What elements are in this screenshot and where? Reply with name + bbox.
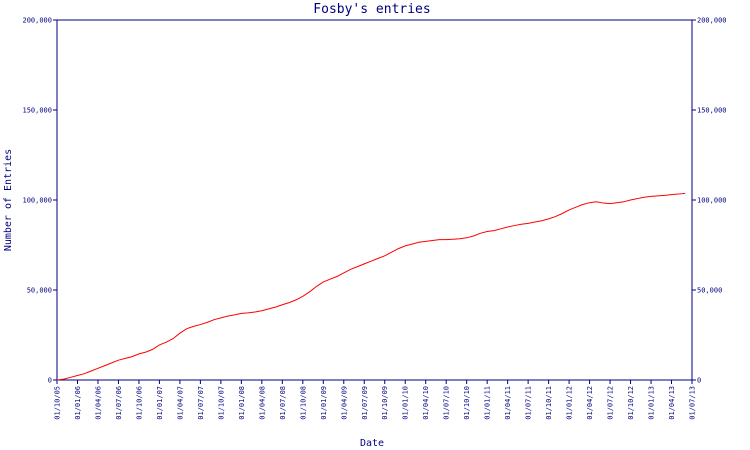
plot-frame [56, 19, 693, 381]
x-tick-label: 01/10/10 [463, 386, 471, 420]
x-tick-label: 01/01/08 [238, 386, 246, 420]
x-tick-label: 01/01/13 [648, 386, 656, 420]
x-tick-label: 01/04/08 [258, 386, 266, 420]
y-tick-label-right: 100,000 [697, 197, 727, 205]
y-tick-label-left: 100,000 [22, 197, 52, 205]
x-axis: 01/10/05 01/01/06 01/04/06 01/07/06 01/10/06… [54, 380, 697, 420]
x-tick-label: 01/07/08 [279, 386, 287, 420]
y-tick-label-left: 0 [48, 377, 52, 385]
x-tick-label: 01/10/05 [54, 386, 62, 420]
x-tick-label: 01/10/08 [299, 386, 307, 420]
y-tick-label-right: 150,000 [697, 107, 727, 115]
y-tick-label-left: 150,000 [22, 107, 52, 115]
y-tick-label-right: 0 [697, 377, 701, 385]
x-tick-label: 01/07/11 [525, 386, 533, 420]
x-tick-label: 01/07/10 [443, 386, 451, 420]
x-tick-label: 01/10/09 [381, 386, 389, 420]
x-tick-label: 01/04/13 [668, 386, 676, 420]
x-tick-label: 01/01/06 [74, 386, 82, 420]
x-tick-label: 01/07/09 [361, 386, 369, 420]
y-tick-label-right: 200,000 [697, 17, 727, 25]
x-tick-label: 01/04/06 [94, 386, 102, 420]
x-tick-label: 01/04/10 [422, 386, 430, 420]
x-tick-label: 01/01/11 [484, 386, 492, 420]
chart-title: Fosby's entries [313, 2, 430, 17]
x-tick-label: 01/07/06 [115, 386, 123, 420]
x-tick-label: 01/07/07 [197, 386, 205, 420]
x-tick-label: 01/04/12 [586, 386, 594, 420]
x-tick-label: 01/01/12 [566, 386, 574, 420]
y-axis-right: 0 50,000 100,000 150,000 200,000 [692, 17, 727, 385]
x-tick-label: 01/07/13 [689, 386, 697, 420]
y-tick-label-left: 200,000 [22, 17, 52, 25]
x-tick-label: 01/04/09 [340, 386, 348, 420]
y-axis-left: 0 50,000 100,000 150,000 200,000 [22, 17, 57, 385]
x-tick-label: 01/10/07 [217, 386, 225, 420]
x-tick-label: 01/01/10 [402, 386, 410, 420]
x-tick-label: 01/04/07 [176, 386, 184, 420]
x-tick-label: 01/10/11 [545, 386, 553, 420]
x-tick-label: 01/01/09 [320, 386, 328, 420]
x-tick-label: 01/01/07 [156, 386, 164, 420]
x-tick-label: 01/07/12 [607, 386, 615, 420]
x-axis-label: Date [360, 438, 384, 449]
series-line [56, 192, 686, 381]
y-axis-label: Number of Entries [3, 149, 14, 251]
x-tick-label: 01/04/11 [504, 386, 512, 420]
y-tick-label-right: 50,000 [697, 287, 722, 295]
x-tick-label: 01/10/12 [627, 386, 635, 420]
x-tick-label: 01/10/06 [135, 386, 143, 420]
y-tick-label-left: 50,000 [27, 287, 52, 295]
